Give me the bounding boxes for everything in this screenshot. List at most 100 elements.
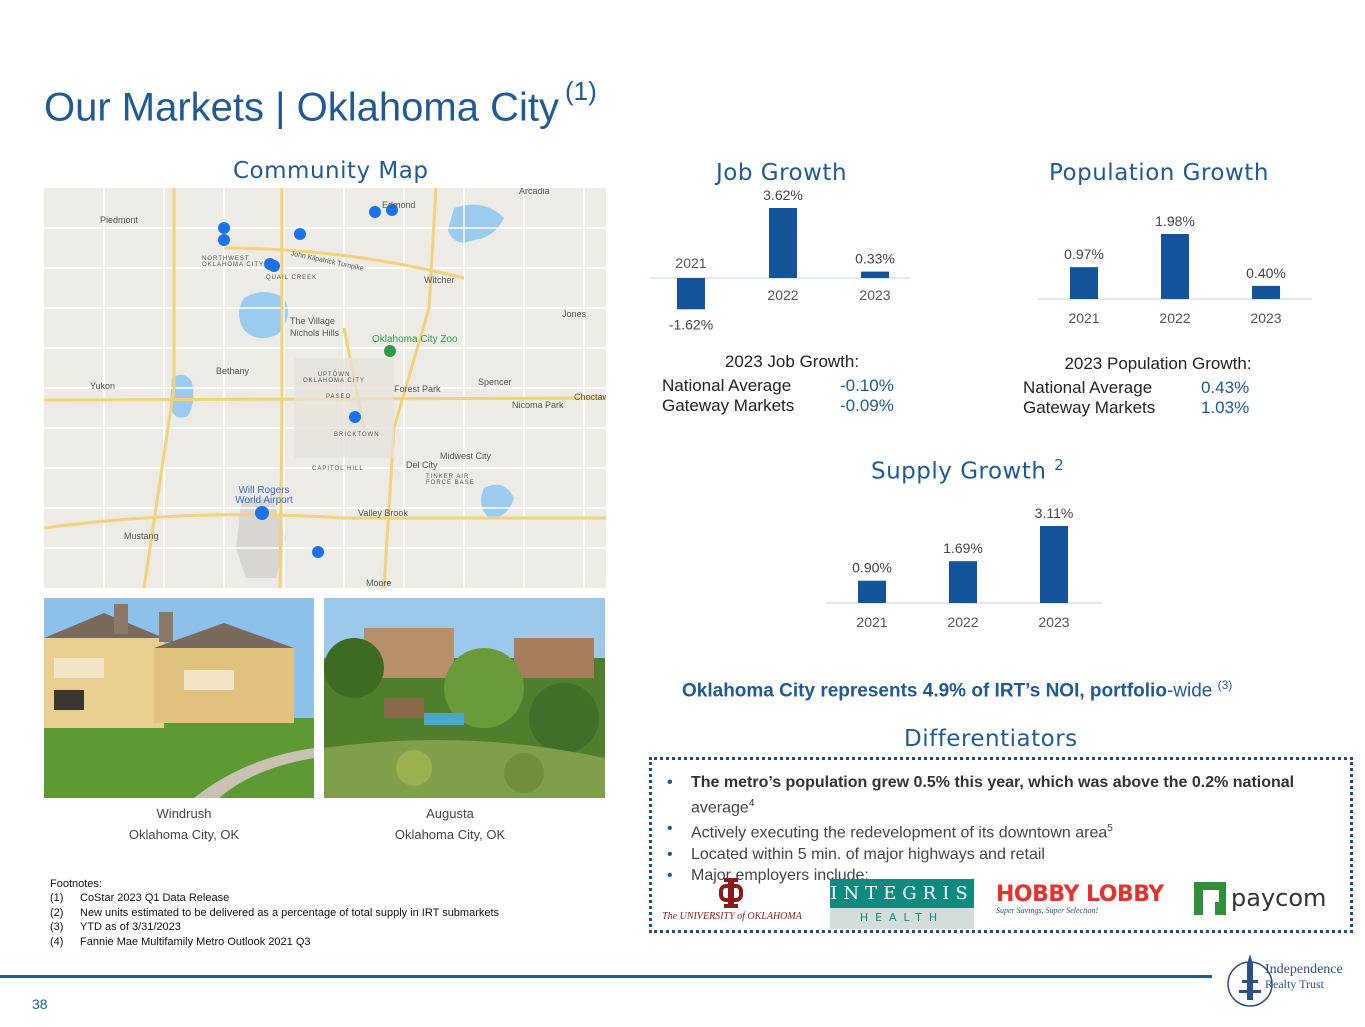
- chart-data-label: 1.69%: [943, 540, 983, 556]
- map-label: CAPITOL HILL: [312, 466, 364, 472]
- stats-row: National Average -0.10%: [662, 376, 922, 396]
- chart-bar: [861, 271, 889, 278]
- paycom-mark-icon: [1194, 882, 1226, 915]
- stats-row: National Average 0.43%: [1023, 378, 1293, 398]
- list-item: Actively executing the redevelopment of …: [665, 818, 1345, 843]
- stats-value: -0.09%: [840, 396, 894, 415]
- map-label: Del City: [406, 460, 438, 470]
- map-label: Nicoma Park: [512, 400, 564, 410]
- stats-header: 2023 Population Growth:: [1064, 354, 1252, 373]
- chart-tick-label: 2021: [856, 614, 887, 630]
- footnote: (4) Fannie Mae Multifamily Metro Outlook …: [50, 935, 311, 948]
- chart-tick-label: 2023: [1250, 310, 1281, 326]
- photo-caption-location: Oklahoma City, OK: [394, 827, 506, 842]
- footer-rule: [0, 975, 1212, 978]
- chart-bar: [858, 580, 886, 603]
- job-growth-chart: -1.62% 2021 3.62% 2022 0.33% 2023: [650, 187, 910, 332]
- map-label: Moore: [366, 578, 392, 588]
- chart-tick-label: 2023: [859, 287, 890, 303]
- map-label: QUAIL CREEK: [266, 275, 318, 281]
- map-label: Jones: [562, 309, 587, 319]
- map-label: Yukon: [90, 381, 116, 391]
- map-graphics: [44, 188, 606, 588]
- map-label: Piedmont: [100, 215, 139, 225]
- map-label: Oklahoma City Zoo: [372, 334, 458, 345]
- integris-logo: INTEGRIS HEALTH: [830, 879, 974, 929]
- photo-caption-location: Oklahoma City, OK: [128, 827, 240, 842]
- footnote: (2) New units estimated to be delivered a…: [50, 906, 500, 919]
- stats-header: 2023 Job Growth:: [724, 352, 860, 371]
- chart-data-label: 0.97%: [1064, 246, 1104, 262]
- list-item: Located within 5 min. of major highways …: [665, 844, 1345, 865]
- page-number: 38: [32, 996, 48, 1012]
- map-label: Forest Park: [394, 384, 441, 394]
- chart-tick-label: 2022: [767, 287, 798, 303]
- chart-tick-label: 2022: [1159, 310, 1190, 326]
- stats-label: National Average: [1023, 378, 1153, 397]
- list-item: The metro’s population grew 0.5% this ye…: [665, 772, 1345, 818]
- irt-wordmark: Independence Realty Trust: [1265, 962, 1343, 991]
- supply-growth-heading: Supply Growth 2: [871, 456, 1065, 485]
- job-growth-stats: 2023 Job Growth: National Average -0.10% …: [662, 352, 922, 416]
- community-map-heading: Community Map: [233, 158, 429, 184]
- chart-data-label: -1.62%: [669, 316, 713, 332]
- stats-value: 0.43%: [1201, 378, 1250, 397]
- population-growth-heading: Population Growth: [1049, 160, 1269, 186]
- photo-caption-name: Augusta: [426, 806, 474, 821]
- map-label: PASEO: [326, 394, 352, 400]
- page-title: Our Markets | Oklahoma City (1): [44, 76, 597, 130]
- paycom-logo: paycom: [1194, 882, 1344, 918]
- chart-bar: [949, 561, 977, 603]
- noi-statement: Oklahoma City represents 4.9% of IRT’s N…: [682, 678, 1233, 702]
- chart-data-label: 0.40%: [1246, 265, 1286, 281]
- stats-row: Gateway Markets -0.09%: [662, 396, 922, 416]
- stats-label: Gateway Markets: [662, 396, 795, 415]
- map-label: Witcher: [424, 275, 455, 285]
- ou-logo: The UNIVERSITY of OKLAHOMA: [657, 878, 807, 926]
- map-label: Edmond: [382, 200, 416, 210]
- windrush-photo: [44, 598, 314, 798]
- map-label: Mustang: [124, 531, 159, 541]
- chart-tick-label: 2021: [1068, 310, 1099, 326]
- hobby-lobby-logo: HOBBY LOBBY Super Savings, Super Selecti…: [996, 882, 1164, 915]
- footnote: (3) YTD as of 3/31/2023: [50, 921, 181, 933]
- supply-growth-chart: 0.90% 2021 1.69% 2022 3.11% 2023: [826, 505, 1102, 630]
- stats-label: National Average: [662, 376, 792, 395]
- map-label: NORTHWEST OKLAHOMA CITY: [202, 256, 265, 268]
- map-label: Valley Brook: [358, 508, 408, 518]
- job-growth-heading: Job Growth: [716, 160, 848, 186]
- chart-tick-label: 2023: [1038, 614, 1069, 630]
- chart-data-label: 1.98%: [1155, 213, 1195, 229]
- community-map[interactable]: Arcadia Piedmont Edmond NORTHWEST OKLAHO…: [44, 188, 606, 588]
- map-label: Midwest City: [440, 451, 492, 461]
- chart-bar: [1040, 526, 1068, 603]
- chart-bar: [1070, 267, 1098, 299]
- chart-tick-label: 2021: [675, 255, 706, 271]
- map-label: Bethany: [216, 366, 250, 376]
- map-label: Choctaw: [574, 392, 606, 402]
- population-growth-chart: 0.97% 2021 1.98% 2022 0.40% 2023: [1038, 213, 1312, 326]
- stats-value: 1.03%: [1201, 398, 1250, 417]
- map-label: The Village: [290, 316, 335, 326]
- stats-value: -0.10%: [840, 376, 894, 395]
- map-label: Spencer: [478, 377, 512, 387]
- chart-data-label: 0.33%: [855, 251, 895, 267]
- map-label: Will Rogers World Airport: [235, 485, 293, 506]
- footnote: (1) CoStar 2023 Q1 Data Release: [50, 892, 230, 904]
- map-label: Arcadia: [519, 188, 550, 196]
- chart-data-label: 0.90%: [852, 560, 892, 576]
- map-label: TINKER AIR FORCE BASE: [426, 474, 475, 486]
- chart-data-label: 3.11%: [1035, 505, 1074, 521]
- map-label: BRICKTOWN: [334, 432, 380, 438]
- map-label: UPTOWN OKLAHOMA CITY: [302, 372, 365, 384]
- differentiators-heading: Differentiators: [904, 726, 1078, 752]
- augusta-photo: [324, 598, 605, 798]
- irt-logo-icon: [1227, 954, 1273, 1007]
- stats-label: Gateway Markets: [1023, 398, 1156, 417]
- chart-bar: [1252, 285, 1280, 299]
- chart-bar: [677, 278, 705, 310]
- differentiators-list: The metro’s population grew 0.5% this ye…: [665, 772, 1345, 886]
- chart-tick-label: 2022: [947, 614, 978, 630]
- ou-monogram: [719, 878, 743, 908]
- population-growth-stats: 2023 Population Growth: National Average…: [1023, 354, 1293, 418]
